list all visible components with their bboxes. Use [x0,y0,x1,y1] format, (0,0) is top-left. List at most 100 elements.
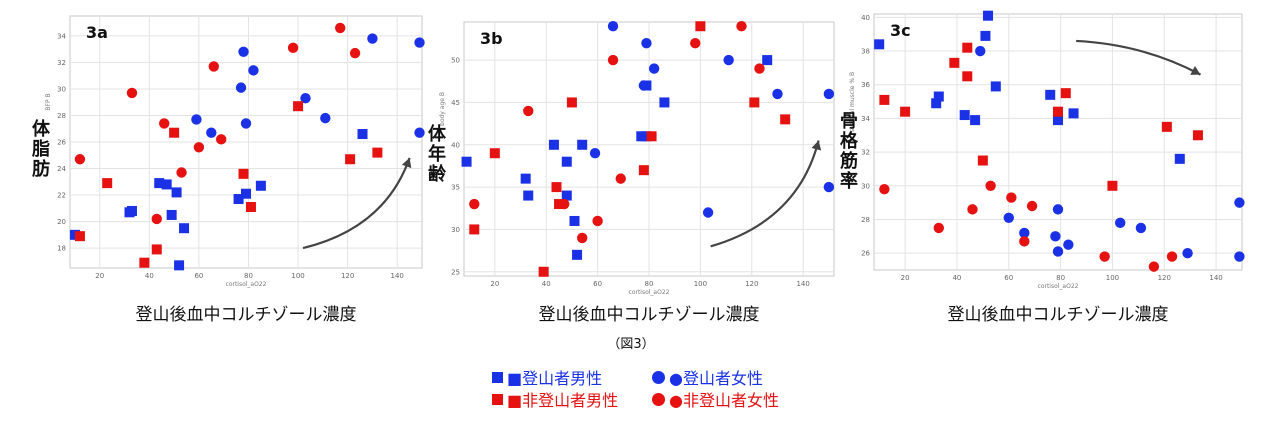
y-tick-label: 26 [57,139,66,147]
x-tick-label: 40 [542,280,551,288]
data-point-climber-male [980,30,991,41]
square-marker-icon [492,371,503,383]
data-point-climber-male [171,187,182,198]
data-point-non-climber-female [1019,236,1030,247]
y-tick-label: 32 [861,149,870,157]
data-point-non-climber-male [749,97,760,108]
data-point-non-climber-female [151,213,162,225]
data-point-climber-male [659,97,670,108]
chart-panel-3b: 25 30 35 40 45 50 20 40 60 80 100 120 140 cortisol_aO… [424,0,838,330]
x-tick-label: 20 [490,280,499,288]
x-tick-label: 40 [145,272,154,280]
y-tick-label: 28 [57,112,66,120]
data-point-non-climber-male [949,57,960,68]
panel-label: 3b [480,29,503,48]
data-point-non-climber-female [933,222,944,234]
data-point-climber-female [1182,247,1193,259]
data-point-non-climber-male [977,155,988,166]
trend-arrow-head [1190,65,1201,75]
data-point-non-climber-female [1026,200,1038,212]
data-point-climber-male [1174,153,1185,164]
data-point-climber-male [523,190,534,201]
data-point-climber-female [648,63,660,74]
x-tick-label: 100 [694,280,707,288]
y-tick-label: 34 [861,115,870,123]
y-tick-label: 18 [57,245,66,253]
legend-label: ●非登山者女性 [669,391,779,410]
data-point-non-climber-female [349,47,361,59]
y-tick-label: 24 [57,165,66,173]
data-point-non-climber-female [287,42,299,54]
data-point-climber-female [240,118,252,129]
square-marker-icon [492,393,503,405]
data-point-climber-female [1063,239,1074,250]
data-point-non-climber-male [962,42,973,53]
data-point-non-climber-male [245,201,256,212]
y-tick-label: 50 [451,57,460,65]
y-tick-label: 40 [451,141,460,149]
data-point-non-climber-female [607,54,619,66]
plot-area [873,13,1243,271]
data-point-climber-female [1052,204,1064,215]
y-axis-title-3b: 体年齢 [428,124,446,185]
data-point-climber-male [990,81,1001,92]
data-point-non-climber-female [559,198,570,210]
x-tick-label: 60 [1004,274,1013,282]
y-tick-label: 35 [451,184,460,192]
data-point-climber-male [174,260,185,271]
data-point-climber-male [241,188,251,199]
y-tick-label: 30 [57,85,66,93]
data-point-climber-male [255,180,266,191]
data-point-non-climber-male [238,168,249,179]
data-point-climber-male [1045,89,1056,100]
data-point-climber-female [975,45,986,57]
data-point-climber-female [702,207,714,218]
data-point-climber-female [235,82,247,93]
x-tick-label: 60 [194,272,203,280]
y-tick-label: 26 [861,250,870,258]
x-tick-label: 120 [745,280,758,288]
data-point-climber-female [589,148,601,159]
data-point-non-climber-male [169,127,180,138]
y-tick-label: 32 [57,59,66,67]
data-point-non-climber-female [576,232,588,244]
y-tick-label: 36 [861,81,870,89]
x-tick-label: 140 [796,280,809,288]
data-point-climber-male [933,91,944,102]
data-point-non-climber-male [638,165,649,176]
data-point-non-climber-male [900,106,911,117]
x-tick-label: 80 [244,272,253,280]
data-point-climber-female [414,37,425,48]
data-point-climber-male [636,131,647,142]
data-point-non-climber-female [74,154,86,165]
data-point-climber-female [823,181,835,193]
data-point-climber-male [520,173,531,184]
legend-item-non-climber-male: ■非登山者男性 [492,387,652,411]
x-tick-label: 20 [901,274,910,282]
data-point-non-climber-female [1006,192,1017,203]
legend: ■登山者男性 ●登山者女性 ■非登山者男性 ●非登山者女性 [492,366,822,410]
data-point-non-climber-female [1166,251,1178,262]
y-axis-label-small: skeletal muscle % B [849,72,856,132]
data-point-non-climber-male [345,154,356,165]
data-point-non-climber-female [523,105,534,117]
data-point-climber-female [1003,212,1014,223]
data-point-non-climber-male [695,21,706,32]
scatter-plot-3a: 18 20 22 24 26 28 30 32 34 20 40 60 80 100 120 140 corti… [45,15,425,288]
data-point-climber-female [248,65,259,76]
trend-arrow-head [401,157,412,169]
y-tick-label: 22 [57,192,66,200]
x-tick-label: 100 [1106,274,1119,282]
data-point-non-climber-male [1053,106,1063,117]
data-point-non-climber-female [216,134,227,145]
legend-label: ■非登山者男性 [507,391,619,410]
legend-item-climber-female: ●登山者女性 [652,365,812,389]
x-tick-label: 120 [341,272,354,280]
data-point-climber-female [1135,222,1147,234]
x-tick-label: 120 [1158,274,1171,282]
x-axis-label-small: cortisol_aO22 [1038,283,1079,290]
y-axis-label-small: BFP B [45,93,52,110]
data-point-non-climber-male [139,257,150,268]
chart-panel-3c: 26 28 30 32 34 36 38 40 20 40 60 80 100 120 140 cortiso… [838,0,1262,330]
trend-arrow-head [811,140,822,151]
